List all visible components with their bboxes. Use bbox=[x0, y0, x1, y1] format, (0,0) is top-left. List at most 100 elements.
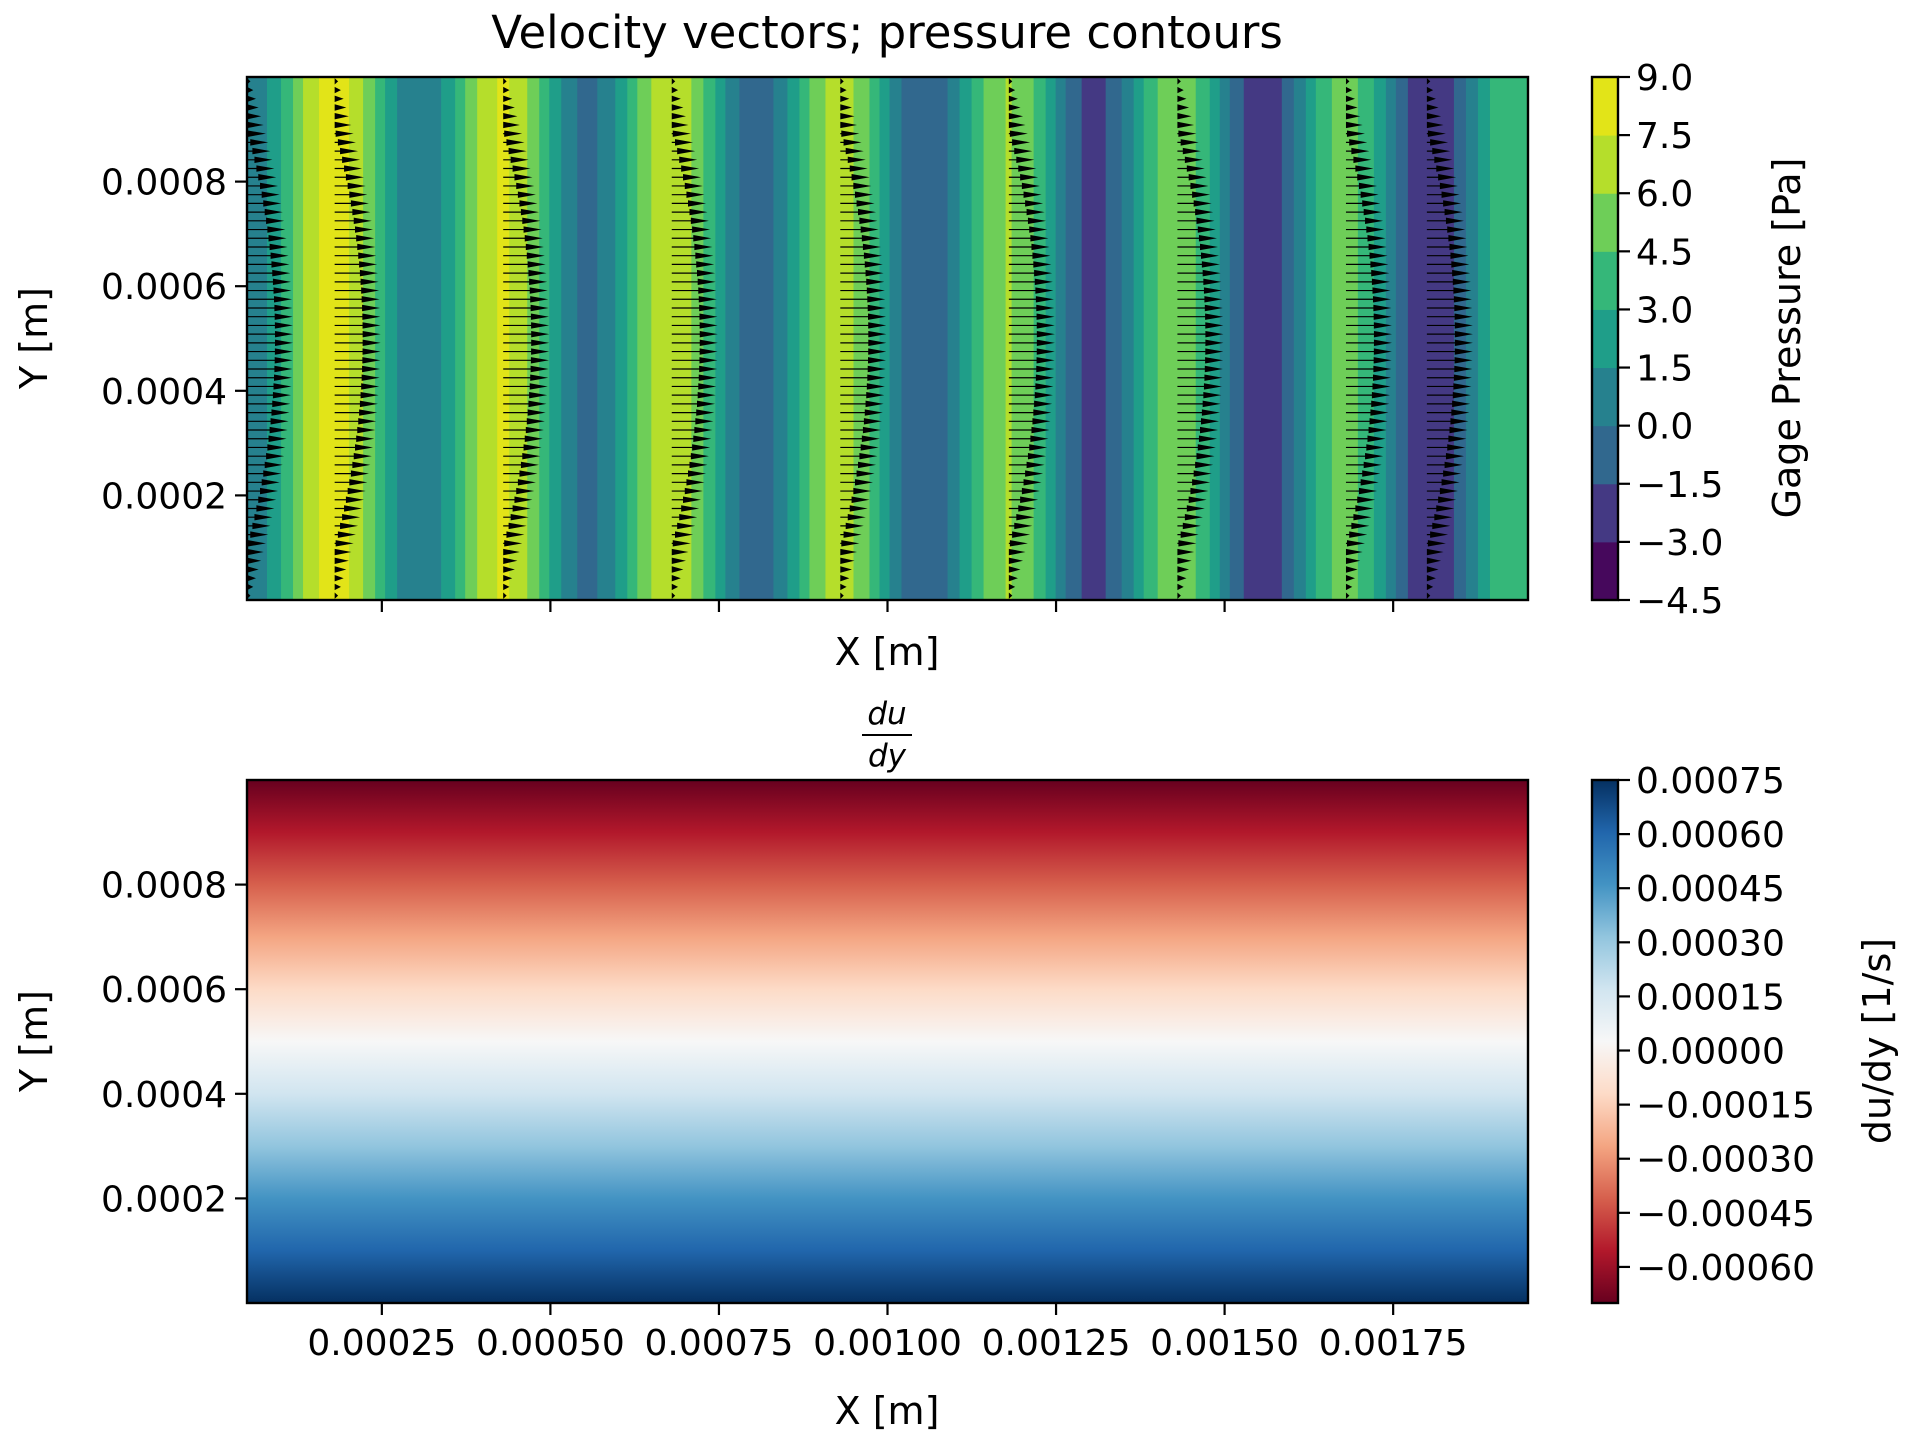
velocity-vector bbox=[334, 487, 366, 495]
velocity-vector bbox=[247, 313, 293, 320]
velocity-vector bbox=[1008, 365, 1055, 373]
y-tick-label: 0.0008 bbox=[101, 163, 227, 204]
velocity-vector bbox=[247, 139, 269, 146]
velocity-vector bbox=[671, 322, 718, 329]
velocity-vector bbox=[1345, 461, 1382, 469]
velocity-vector bbox=[1008, 426, 1050, 434]
velocity-vector bbox=[1177, 156, 1203, 164]
x-tick-label: 0.00175 bbox=[1319, 1323, 1468, 1364]
velocity-vector bbox=[503, 130, 523, 137]
velocity-vector bbox=[1177, 147, 1201, 155]
velocity-vector bbox=[334, 339, 381, 347]
velocity-vector bbox=[840, 435, 880, 442]
velocity-vector bbox=[1345, 174, 1376, 181]
velocity-vector bbox=[1008, 435, 1049, 442]
velocity-vector bbox=[1345, 165, 1374, 172]
velocity-vector bbox=[1345, 95, 1355, 102]
velocity-vector bbox=[840, 287, 885, 294]
velocity-vector bbox=[1345, 182, 1377, 190]
pressure-band bbox=[739, 77, 775, 600]
shear-plot: du dy 0.00025 0.00050 0.00075 0.00100 0.0012… bbox=[12, 696, 1899, 1433]
velocity-vector bbox=[671, 575, 681, 582]
colorbar-tick-label: −0.00045 bbox=[1636, 1194, 1815, 1235]
velocity-vector bbox=[840, 540, 860, 547]
velocity-vector bbox=[334, 304, 381, 312]
velocity-vector bbox=[1345, 444, 1385, 451]
pressure-band bbox=[497, 77, 510, 600]
velocity-vector bbox=[840, 461, 877, 469]
velocity-vector bbox=[247, 130, 267, 137]
pressure-band bbox=[577, 77, 598, 600]
pressure-colorbar-ticks: 9.0 7.5 6.0 4.5 3.0 1.5 0.0 −1.5 −3.0 −4.5 bbox=[1618, 58, 1723, 622]
velocity-vector bbox=[247, 575, 257, 582]
velocity-vector bbox=[1345, 391, 1390, 399]
colorbar-tick-label: 0.00060 bbox=[1636, 815, 1785, 856]
velocity-vector bbox=[671, 583, 679, 591]
velocity-vector bbox=[503, 174, 533, 181]
velocity-vector bbox=[1345, 147, 1370, 155]
pressure-band bbox=[959, 77, 973, 600]
velocity-vector bbox=[334, 269, 378, 277]
velocity-vector bbox=[1426, 78, 1431, 85]
velocity-vector bbox=[1008, 235, 1049, 242]
velocity-vector bbox=[671, 130, 691, 137]
velocity-vector bbox=[1177, 557, 1192, 564]
pressure-band bbox=[1293, 77, 1307, 600]
velocity-vector bbox=[671, 243, 713, 251]
shear-gradient-field bbox=[247, 780, 1528, 1303]
velocity-vector bbox=[247, 496, 277, 503]
velocity-vector bbox=[1345, 252, 1388, 259]
colorbar-tick-label: 0.00015 bbox=[1636, 977, 1785, 1018]
colorbar-tick-label: −0.00060 bbox=[1636, 1248, 1815, 1289]
velocity-vector bbox=[334, 374, 380, 381]
velocity-vector bbox=[1345, 217, 1384, 225]
velocity-vector bbox=[1426, 130, 1446, 137]
velocity-vector bbox=[1008, 522, 1033, 530]
shear-colorbar-ticks: −0.00060 −0.00045 −0.00030 −0.00015 0.00000 0… bbox=[1618, 761, 1815, 1289]
velocity-vector bbox=[247, 235, 287, 242]
velocity-vector bbox=[1177, 200, 1212, 207]
velocity-vector bbox=[1426, 104, 1439, 111]
velocity-vector bbox=[1008, 217, 1046, 225]
velocity-vector bbox=[1345, 531, 1368, 538]
colorbar-tick-label: 0.00030 bbox=[1636, 923, 1785, 964]
velocity-vector bbox=[840, 174, 870, 181]
colorbar-tick-label: 7.5 bbox=[1636, 116, 1693, 157]
pressure-band bbox=[303, 77, 320, 600]
velocity-vector bbox=[840, 575, 850, 582]
velocity-vector bbox=[1177, 418, 1219, 425]
velocity-vector bbox=[1177, 435, 1217, 442]
velocity-vector bbox=[1008, 139, 1031, 146]
pressure-plot-title: Velocity vectors; pressure contours bbox=[491, 6, 1283, 59]
velocity-vector bbox=[1426, 409, 1470, 416]
velocity-vector bbox=[1008, 470, 1044, 477]
velocity-vector bbox=[503, 461, 539, 469]
velocity-vector bbox=[1426, 147, 1451, 155]
velocity-vector bbox=[1426, 191, 1460, 198]
colorbar-tick-label: 0.0 bbox=[1636, 407, 1693, 448]
velocity-vector bbox=[1008, 409, 1052, 416]
velocity-vector bbox=[334, 409, 378, 416]
velocity-vector bbox=[247, 261, 290, 268]
pressure-colorbar-segment bbox=[1592, 77, 1618, 136]
velocity-vector bbox=[671, 513, 698, 521]
velocity-vector bbox=[503, 226, 542, 233]
velocity-vector bbox=[840, 400, 884, 408]
velocity-vector bbox=[247, 426, 288, 434]
velocity-vector bbox=[671, 592, 676, 599]
velocity-vector bbox=[840, 330, 887, 338]
velocity-vector bbox=[334, 461, 371, 469]
velocity-vector bbox=[1345, 592, 1350, 599]
velocity-vector bbox=[840, 374, 886, 381]
velocity-vector bbox=[334, 78, 339, 85]
velocity-vector bbox=[247, 287, 292, 294]
pressure-band bbox=[1033, 77, 1047, 600]
velocity-vector bbox=[334, 348, 381, 355]
velocity-vector bbox=[247, 147, 271, 155]
velocity-vector bbox=[840, 269, 884, 277]
velocity-vector bbox=[503, 365, 549, 373]
velocity-vector bbox=[1345, 365, 1392, 373]
shear-y-ticks: 0.0002 0.0004 0.0006 0.0008 bbox=[101, 866, 247, 1220]
pressure-band bbox=[375, 77, 386, 600]
shear-y-axis-label: Y [m] bbox=[12, 990, 56, 1093]
